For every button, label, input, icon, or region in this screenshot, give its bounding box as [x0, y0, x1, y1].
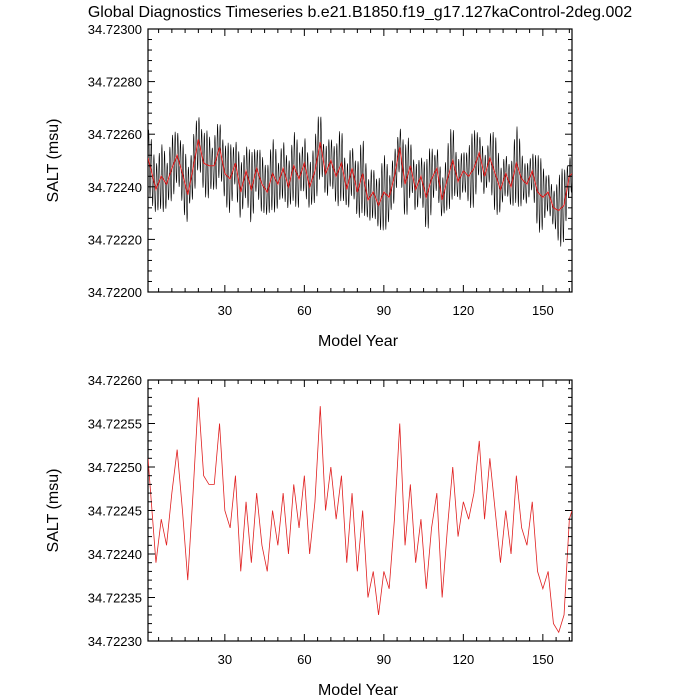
plot-frame: [147, 28, 573, 293]
y-tick-label: 34.72240: [88, 180, 142, 195]
x-tick-label: 150: [532, 303, 554, 318]
x-tick-label: 30: [218, 652, 232, 667]
y-tick-label: 34.72245: [88, 504, 142, 519]
y-tick-label: 34.72200: [88, 285, 142, 300]
x-tick-label: 90: [377, 652, 391, 667]
y-tick-label: 34.72255: [88, 417, 142, 432]
y-axis-label: SALT (msu): [45, 469, 62, 553]
bottom-panel-salt-annual: 30 60 90 120 150 34.72230 34.72235 34.72240 34.7…: [45, 373, 573, 699]
y-tick-label: 34.72260: [88, 127, 142, 142]
x-tick-label: 150: [532, 652, 554, 667]
x-tick-label: 120: [452, 303, 474, 318]
x-tick-label: 30: [218, 303, 232, 318]
x-tick-label: 90: [377, 303, 391, 318]
y-tick-label: 34.72240: [88, 547, 142, 562]
y-tick-label: 34.72250: [88, 460, 142, 475]
y-axis-label: SALT (msu): [45, 119, 62, 203]
annual-mean-salt-line: [148, 139, 572, 212]
y-tick-label: 34.72300: [88, 22, 142, 37]
y-tick-label: 34.72230: [88, 634, 142, 649]
annual-mean-salt-line: [148, 397, 572, 634]
plot-area: [148, 116, 572, 247]
x-tick-label: 60: [297, 303, 311, 318]
plot-area: [148, 397, 572, 634]
top-panel-salt-monthly-annual: 30 60 90 120 150 34.72200 34.72220 34.72240 34.7…: [45, 22, 573, 350]
x-tick-label: 60: [297, 652, 311, 667]
x-axis-label: Model Year: [318, 333, 399, 350]
monthly-salt-line: [148, 116, 572, 247]
x-axis-label: Model Year: [318, 682, 399, 699]
y-tick-label: 34.72235: [88, 591, 142, 606]
y-tick-label: 34.72260: [88, 373, 142, 388]
figure-title: Global Diagnostics Timeseries b.e21.B185…: [88, 4, 632, 21]
y-tick-label: 34.72220: [88, 232, 142, 247]
x-tick-label: 120: [452, 652, 474, 667]
plot-frame: [147, 379, 573, 642]
y-tick-label: 34.72280: [88, 75, 142, 90]
